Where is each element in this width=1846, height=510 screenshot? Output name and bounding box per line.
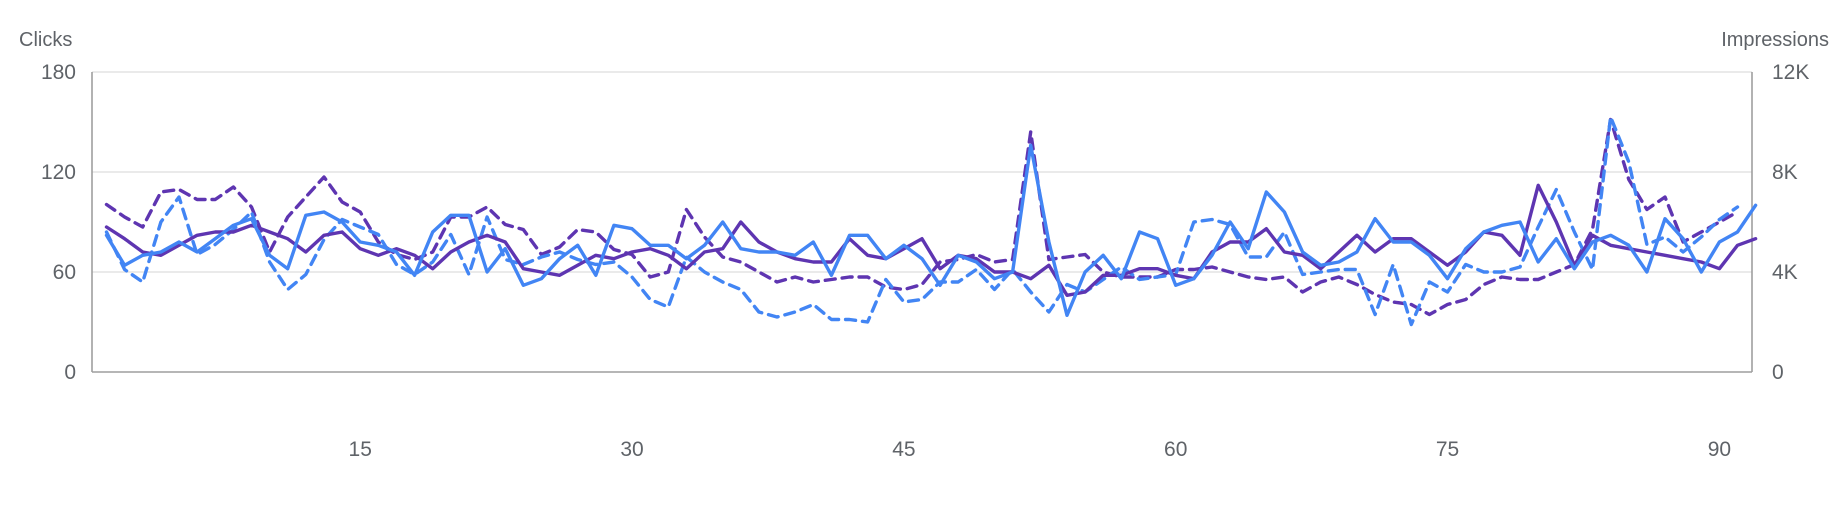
x-tick-label: 30 (620, 438, 643, 461)
left-tick-label: 0 (64, 361, 76, 384)
series-line-impressions-2 (104, 117, 1740, 317)
right-axis-title: Impressions (1721, 29, 1829, 51)
series-lines (104, 115, 1758, 327)
right-tick-label: 4K (1772, 261, 1798, 284)
right-tick-label: 12K (1772, 61, 1809, 84)
x-tick-label: 90 (1708, 438, 1731, 461)
x-tick-label: 15 (349, 438, 372, 461)
axes (91, 72, 1753, 373)
left-tick-label: 120 (41, 161, 76, 184)
series-line-clicks-1 (104, 143, 1758, 317)
x-tick-label: 75 (1436, 438, 1459, 461)
x-tick-label: 45 (892, 438, 915, 461)
grid-lines (92, 71, 1752, 273)
left-tick-label: 60 (53, 261, 76, 284)
x-tick-label: 60 (1164, 438, 1187, 461)
right-tick-label: 8K (1772, 161, 1798, 184)
right-tick-label: 0 (1772, 361, 1784, 384)
series-line-impressions-3 (104, 115, 1740, 327)
left-axis-title: Clicks (19, 29, 72, 51)
left-tick-label: 180 (41, 61, 76, 84)
axis-labels: Clicks Impressions 0 60 120 180 0 4K 8K 12K 15 30… (19, 29, 1829, 461)
